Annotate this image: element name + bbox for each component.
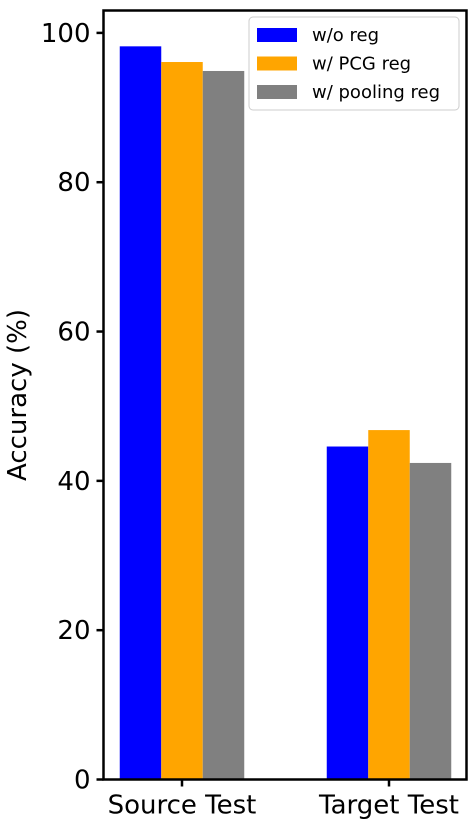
y-tick-label: 100 [41, 19, 91, 49]
bar-w-pcg-reg-1 [368, 430, 410, 780]
y-tick-label: 20 [57, 616, 90, 646]
legend-box [248, 16, 460, 111]
legend-swatch [257, 28, 297, 42]
legend-label: w/ PCG reg [312, 54, 411, 75]
x-axis: Source Test Target Test [108, 779, 459, 821]
y-tick-label: 80 [57, 168, 90, 198]
bars-layer [119, 46, 452, 780]
bar-w-o-reg-1 [326, 446, 369, 780]
y-tick-label: 0 [74, 766, 91, 796]
bar-w-pooling-reg-1 [409, 462, 452, 780]
legend-swatch [257, 85, 297, 99]
bar-w-pcg-reg-0 [161, 62, 203, 780]
y-tick-label: 40 [57, 467, 90, 497]
y-axis: 0 20 40 60 80 100 [41, 19, 104, 796]
y-tick-label: 60 [57, 318, 90, 348]
plot-frame [102, 9, 468, 781]
y-axis-label: Accuracy (%) [3, 309, 33, 481]
bar-w-pooling-reg-0 [202, 70, 245, 780]
legend-label: w/o reg [312, 25, 379, 46]
bar-w-o-reg-0 [119, 46, 162, 780]
x-tick-label: Source Test [108, 791, 257, 821]
legend: w/o reg w/ PCG reg w/ pooling reg [248, 16, 460, 111]
legend-swatch [257, 56, 297, 71]
legend-label: w/ pooling reg [312, 82, 440, 103]
x-tick-label: Target Test [318, 791, 459, 821]
